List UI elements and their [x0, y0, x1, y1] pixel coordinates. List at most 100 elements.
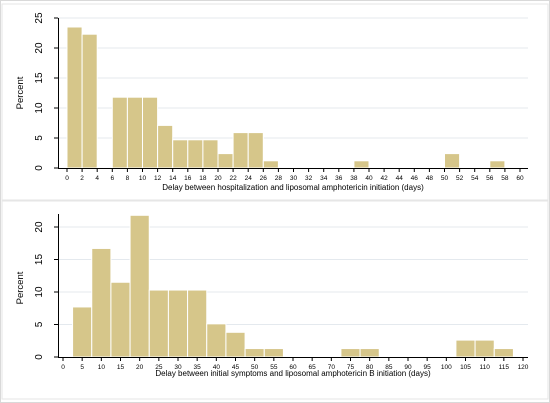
histogram-bar: [493, 348, 514, 358]
histogram-bar: [72, 306, 93, 358]
histogram-bar: [142, 96, 159, 169]
x-tick-label: 100: [441, 364, 452, 371]
x-tick-label: 110: [479, 364, 490, 371]
y-tick-label: 15: [34, 72, 45, 84]
x-axis-label: Delay between hospitalization and liposo…: [162, 183, 424, 192]
x-tick-label: 40: [213, 364, 221, 371]
histogram-bar: [91, 247, 112, 358]
x-tick-label: 25: [155, 364, 163, 371]
x-tick-label: 60: [516, 175, 524, 182]
x-tick-label: 8: [126, 175, 130, 182]
histogram-bar: [66, 26, 83, 169]
x-ticks: 0 2 4 6 8 10 12 14 16 18 20 22 24 26 28 30 32 34 36 38 40 42 4…: [65, 168, 524, 182]
x-tick-label: 0: [61, 364, 65, 371]
histogram-bar: [206, 323, 227, 358]
y-tick-label: 10: [34, 102, 45, 114]
y-tick-label: 10: [34, 286, 45, 298]
y-axis-label: Percent: [15, 76, 26, 109]
x-tick-label: 90: [404, 364, 412, 371]
x-tick-label: 55: [270, 364, 278, 371]
x-tick-label: 80: [366, 364, 374, 371]
x-tick-label: 35: [194, 364, 202, 371]
x-tick-label: 20: [136, 364, 144, 371]
histogram-bar: [172, 139, 189, 169]
x-tick-label: 22: [229, 175, 237, 182]
y-tick-label: 5: [34, 135, 45, 141]
histogram-bar: [474, 339, 495, 358]
x-tick-label: 2: [80, 175, 84, 182]
x-tick-label: 30: [174, 364, 182, 371]
panel-symptoms: 0 5 10 15 20 25 30 35 40 45 50 55 60 65 70 75 80 85 90 95 10…: [1, 200, 549, 400]
x-tick-label: 75: [347, 364, 355, 371]
histogram-bar: [217, 153, 234, 169]
x-tick-label: 85: [385, 364, 393, 371]
histogram-bar: [167, 289, 189, 358]
x-tick-label: 32: [305, 175, 313, 182]
x-tick-label: 95: [424, 364, 432, 371]
x-axis-label: Delay between initial symptoms and lipos…: [155, 369, 431, 378]
x-tick-label: 48: [426, 175, 434, 182]
x-tick-label: 24: [245, 175, 253, 182]
histogram-bar: [244, 348, 265, 358]
x-tick-label: 120: [518, 364, 529, 371]
histogram-bar: [455, 339, 476, 358]
histogram-bars: [66, 26, 506, 169]
y-tick-label: 0: [34, 165, 45, 171]
x-tick-label: 18: [199, 175, 207, 182]
x-tick-label: 70: [328, 364, 336, 371]
histogram-bar: [129, 214, 150, 358]
x-tick-label: 46: [411, 175, 419, 182]
x-tick-label: 40: [365, 175, 373, 182]
x-tick-label: 36: [335, 175, 343, 182]
histogram-bar: [340, 348, 361, 358]
y-tick-label: 15: [34, 254, 45, 266]
histogram-bar: [263, 348, 284, 358]
panel-hospitalization: 0 2 4 6 8 10 12 14 16 18 20 22 24 26 28 30 32 34 36 38 40 42 4…: [1, 3, 549, 201]
histogram-bar: [353, 160, 370, 169]
histogram-bar: [126, 96, 144, 169]
y-tick-label: 25: [34, 12, 45, 24]
histogram-bar: [225, 331, 246, 358]
x-tick-label: 14: [169, 175, 177, 182]
x-tick-label: 50: [441, 175, 449, 182]
x-tick-label: 26: [260, 175, 268, 182]
histogram-bar: [187, 289, 208, 358]
histogram-bar: [262, 160, 279, 169]
histogram-bar: [187, 139, 204, 169]
x-tick-label: 44: [396, 175, 404, 182]
histogram-bar: [202, 139, 219, 169]
histogram-bar: [232, 132, 249, 169]
histogram-bar: [81, 33, 98, 169]
y-tick-label: 0: [34, 354, 45, 360]
x-tick-label: 20: [214, 175, 222, 182]
x-tick-label: 16: [184, 175, 192, 182]
histogram-bar: [110, 281, 131, 358]
x-tick-label: 58: [501, 175, 509, 182]
histogram-bar: [247, 132, 264, 169]
y-axis-label: Percent: [15, 271, 26, 304]
x-tick-label: 56: [486, 175, 494, 182]
x-tick-label: 45: [232, 364, 240, 371]
x-ticks: 0 5 10 15 20 25 30 35 40 45 50 55 60 65 70 75 80 85 90 95 10…: [61, 357, 529, 371]
x-tick-label: 54: [471, 175, 479, 182]
x-tick-label: 30: [290, 175, 298, 182]
x-tick-label: 65: [309, 364, 317, 371]
x-tick-label: 60: [289, 364, 297, 371]
x-tick-label: 52: [456, 175, 464, 182]
histogram-bar: [111, 96, 128, 169]
x-tick-label: 15: [117, 364, 125, 371]
x-tick-label: 38: [350, 175, 358, 182]
y-tick-label: 5: [34, 321, 45, 327]
histogram-bar: [444, 153, 461, 169]
x-tick-label: 10: [98, 364, 106, 371]
y-tick-label: 20: [34, 221, 45, 233]
x-tick-label: 5: [80, 364, 84, 371]
histogram-bar: [157, 124, 174, 169]
x-tick-label: 0: [65, 175, 69, 182]
histogram-bar: [489, 160, 506, 169]
x-tick-label: 6: [110, 175, 114, 182]
x-tick-label: 105: [460, 364, 471, 371]
histogram-bar: [148, 289, 169, 358]
y-tick-label: 20: [34, 42, 45, 54]
